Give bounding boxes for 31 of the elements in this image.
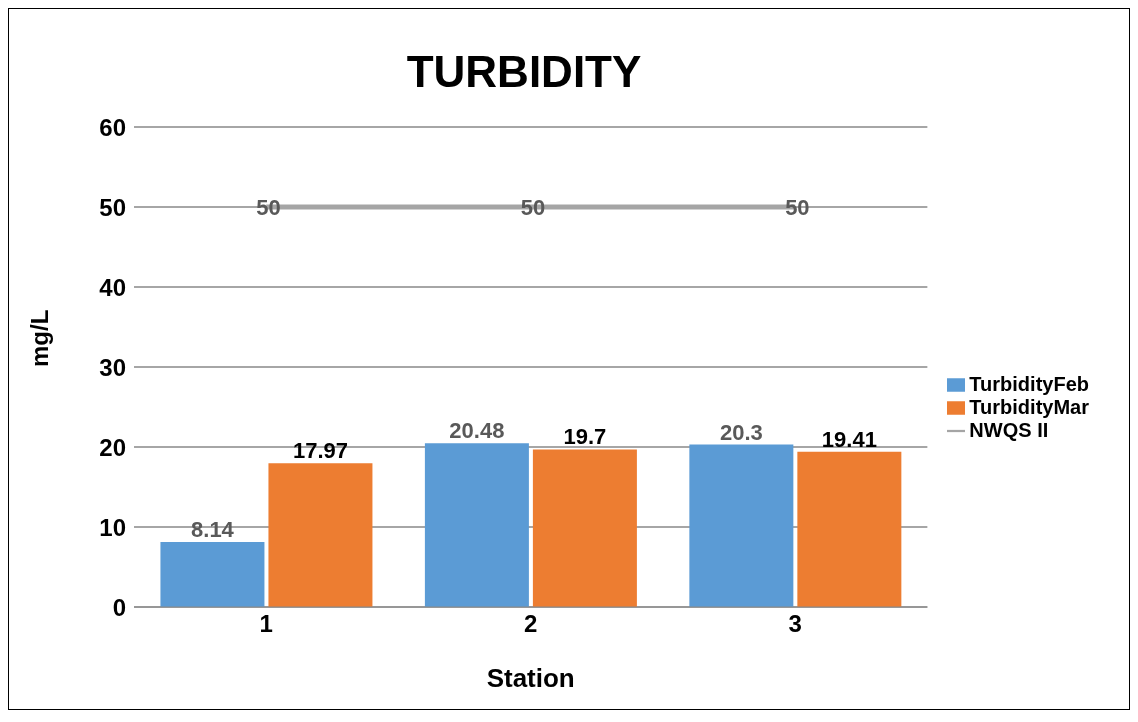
bar (160, 541, 265, 607)
data-label: 50 (520, 194, 546, 220)
chart-title: TURBIDITY (405, 46, 643, 98)
data-label: 50 (256, 194, 281, 220)
legend-label: TurbidityFeb (969, 372, 1089, 395)
bar (424, 443, 529, 607)
y-tick-label: 10 (99, 513, 126, 541)
x-tick-label: 2 (524, 610, 538, 638)
legend-label: NWQS II (969, 418, 1049, 441)
data-label: 17.97 (292, 438, 348, 464)
x-tick-label: 3 (788, 610, 802, 638)
data-label: 20.3 (719, 419, 763, 445)
data-label: 19.7 (563, 424, 607, 450)
bar (532, 449, 637, 607)
data-label: 20.48 (449, 418, 505, 444)
data-label: 19.41 (821, 426, 877, 452)
x-tick-label: 1 (259, 610, 273, 638)
y-axis-title: mg/L (25, 309, 53, 367)
y-tick-label: 20 (99, 433, 126, 461)
data-label: 50 (785, 194, 810, 220)
bar (797, 451, 902, 607)
data-label: 8.14 (191, 516, 235, 542)
x-axis-title: Station (486, 663, 575, 693)
legend-label: TurbidityMar (969, 395, 1089, 418)
y-tick-label: 40 (99, 273, 126, 301)
y-tick-label: 30 (99, 353, 126, 381)
y-tick-label: 0 (112, 593, 126, 621)
y-tick-label: 60 (99, 113, 126, 141)
bar (689, 444, 794, 607)
bar (268, 463, 373, 607)
y-tick-label: 50 (99, 193, 126, 221)
